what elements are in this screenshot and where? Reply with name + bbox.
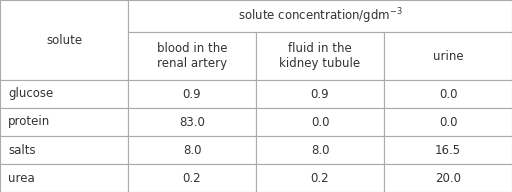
Text: 0.2: 0.2 bbox=[311, 171, 329, 185]
Text: 0.2: 0.2 bbox=[183, 171, 201, 185]
Bar bbox=[256, 108, 384, 136]
Text: 8.0: 8.0 bbox=[183, 143, 201, 156]
Bar bbox=[256, 164, 384, 192]
Bar bbox=[256, 136, 384, 164]
Text: protein: protein bbox=[8, 116, 50, 128]
Text: urine: urine bbox=[433, 50, 463, 63]
Bar bbox=[128, 164, 256, 192]
Text: 83.0: 83.0 bbox=[179, 116, 205, 128]
Bar bbox=[384, 32, 512, 80]
Bar bbox=[128, 136, 256, 164]
Text: 0.0: 0.0 bbox=[439, 116, 457, 128]
Bar bbox=[0, 136, 128, 164]
Text: 0.9: 0.9 bbox=[183, 88, 201, 100]
Bar bbox=[0, 164, 128, 192]
Bar bbox=[0, 80, 128, 108]
Text: fluid in the
kidney tubule: fluid in the kidney tubule bbox=[280, 42, 360, 70]
Bar bbox=[384, 164, 512, 192]
Text: 16.5: 16.5 bbox=[435, 143, 461, 156]
Bar bbox=[256, 32, 384, 80]
Bar bbox=[384, 108, 512, 136]
Text: glucose: glucose bbox=[8, 88, 53, 100]
Bar bbox=[0, 108, 128, 136]
Bar bbox=[0, 0, 128, 80]
Text: solute: solute bbox=[46, 33, 82, 46]
Text: 0.9: 0.9 bbox=[311, 88, 329, 100]
Text: 0.0: 0.0 bbox=[311, 116, 329, 128]
Text: salts: salts bbox=[8, 143, 36, 156]
Bar bbox=[128, 32, 256, 80]
Text: 0.0: 0.0 bbox=[439, 88, 457, 100]
Bar bbox=[384, 136, 512, 164]
Bar bbox=[128, 108, 256, 136]
Bar bbox=[384, 80, 512, 108]
Text: solute concentration/gdm$^{-3}$: solute concentration/gdm$^{-3}$ bbox=[238, 6, 402, 26]
Text: 8.0: 8.0 bbox=[311, 143, 329, 156]
Bar bbox=[256, 80, 384, 108]
Text: urea: urea bbox=[8, 171, 35, 185]
Text: 20.0: 20.0 bbox=[435, 171, 461, 185]
Bar bbox=[128, 0, 512, 32]
Bar bbox=[128, 80, 256, 108]
Text: blood in the
renal artery: blood in the renal artery bbox=[157, 42, 227, 70]
